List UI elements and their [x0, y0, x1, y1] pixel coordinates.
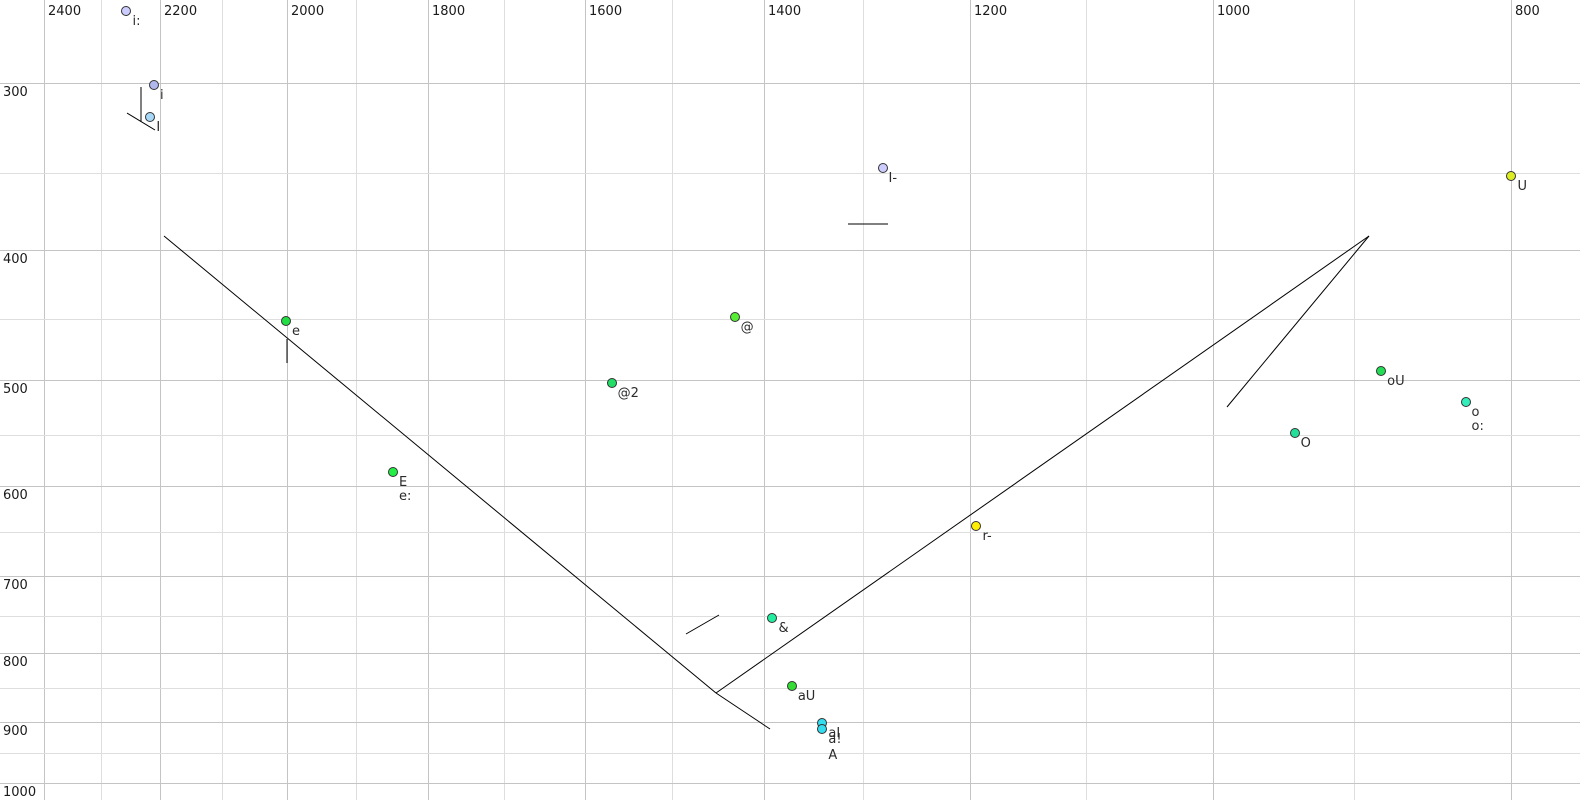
vowel-label-&: &	[778, 620, 789, 636]
vowel-dot-E[interactable]	[387, 467, 398, 478]
vowel-label-A: A	[828, 748, 838, 764]
vowel-dot-I-[interactable]	[877, 162, 888, 173]
vowel-label-I-: I-	[888, 170, 898, 186]
gridline-y-600	[0, 486, 1580, 487]
vowel-label-i: i	[159, 88, 164, 104]
vowel-dot-O[interactable]	[1289, 428, 1300, 439]
gridline-y-300	[0, 83, 1580, 84]
x-tick-label-1600: 1600	[589, 4, 623, 19]
gridline-x-minor-1500	[672, 0, 673, 800]
gridline-x-minor-1100	[1086, 0, 1087, 800]
gridline-y-900	[0, 722, 1580, 723]
gridline-x-minor-900	[1354, 0, 1355, 800]
gridline-y-minor-750	[0, 616, 1580, 617]
gridline-x-2200	[160, 0, 161, 800]
gridline-x-minor-1900	[356, 0, 357, 800]
gridline-x-1200	[970, 0, 971, 800]
gridline-y-700	[0, 576, 1580, 577]
x-tick-label-1200: 1200	[974, 4, 1008, 19]
vowel-label-i:: i:	[132, 14, 141, 30]
vowel-label-o: o	[1471, 404, 1480, 420]
trajectory-U-to-oU	[1226, 235, 1370, 408]
vowel-dot-e[interactable]	[281, 316, 292, 327]
vowel-label-@: @	[740, 320, 754, 336]
vowel-dot-i[interactable]	[148, 80, 159, 91]
gridline-x-800	[1511, 0, 1512, 800]
gridline-y-minor-450	[0, 319, 1580, 320]
gridline-x-minor-2300	[101, 0, 102, 800]
vowel-label-E: E	[398, 475, 408, 491]
gridline-x-1600	[585, 0, 586, 800]
x-tick-label-1000: 1000	[1217, 4, 1251, 19]
vowel-label-r-: r-	[982, 529, 992, 545]
y-tick-label-300: 300	[3, 85, 28, 100]
trajectory-front-long-diagonal	[163, 235, 717, 694]
vowel-label-e:: e:	[398, 489, 412, 505]
gridline-x-2000	[287, 0, 288, 800]
y-tick-label-600: 600	[3, 488, 28, 503]
y-tick-label-900: 900	[3, 724, 28, 739]
gridline-x-minor-2100	[222, 0, 223, 800]
vowel-label-U: U	[1517, 179, 1527, 195]
vowel-dot-@[interactable]	[729, 312, 740, 323]
gridline-y-400	[0, 250, 1580, 251]
gridline-y-500	[0, 380, 1580, 381]
gridline-x-minor-1700	[504, 0, 505, 800]
vowel-dot-oU[interactable]	[1376, 365, 1387, 376]
vowel-label-aU: aU	[797, 689, 816, 705]
vowel-label-@2: @2	[617, 386, 639, 402]
trajectory-back-diagonal	[715, 235, 1370, 694]
gridline-y-minor-650	[0, 532, 1580, 533]
vowel-dot-&[interactable]	[767, 612, 778, 623]
y-tick-label-800: 800	[3, 655, 28, 670]
x-tick-label-1400: 1400	[768, 4, 802, 19]
vowel-dot-@2[interactable]	[606, 378, 617, 389]
gridline-y-minor-550	[0, 435, 1580, 436]
gridline-x-1000	[1213, 0, 1214, 800]
vowel-dot-o[interactable]	[1460, 396, 1471, 407]
gridline-x-2400	[44, 0, 45, 800]
gridline-y-1000	[0, 783, 1580, 784]
trajectory-amp-tail	[685, 614, 720, 635]
gridline-x-1800	[428, 0, 429, 800]
gridline-y-minor-950	[0, 753, 1580, 754]
gridline-x-1400	[764, 0, 765, 800]
vowel-dot-I[interactable]	[145, 112, 156, 123]
vowel-label-oU: oU	[1387, 373, 1405, 389]
x-tick-label-2400: 2400	[48, 4, 82, 19]
vowel-label-aI: aI	[828, 725, 841, 741]
vowel-dot-aU[interactable]	[786, 681, 797, 692]
vowel-dot-a![interactable]	[817, 724, 828, 735]
y-tick-label-1000: 1000	[3, 785, 37, 800]
trajectory-aU-to-aI	[715, 692, 771, 730]
vowel-label-a!: a!	[828, 732, 842, 748]
y-tick-label-500: 500	[3, 382, 28, 397]
vowel-label-O: O	[1300, 436, 1311, 452]
gridline-y-800	[0, 653, 1580, 654]
vowel-label-I: I	[156, 120, 161, 136]
y-tick-label-700: 700	[3, 578, 28, 593]
x-tick-label-1800: 1800	[432, 4, 466, 19]
gridline-x-minor-1300	[863, 0, 864, 800]
vowel-label-o:: o:	[1471, 418, 1484, 434]
y-tick-label-400: 400	[3, 252, 28, 267]
gridline-y-minor-350	[0, 173, 1580, 174]
vowel-label-e: e	[292, 324, 301, 340]
x-tick-label-2200: 2200	[164, 4, 198, 19]
vowel-dot-U[interactable]	[1506, 171, 1517, 182]
x-tick-label-800: 800	[1515, 4, 1540, 19]
x-tick-label-2000: 2000	[291, 4, 325, 19]
vowel-dot-i:[interactable]	[121, 6, 132, 17]
vowel-dot-r-[interactable]	[971, 521, 982, 532]
